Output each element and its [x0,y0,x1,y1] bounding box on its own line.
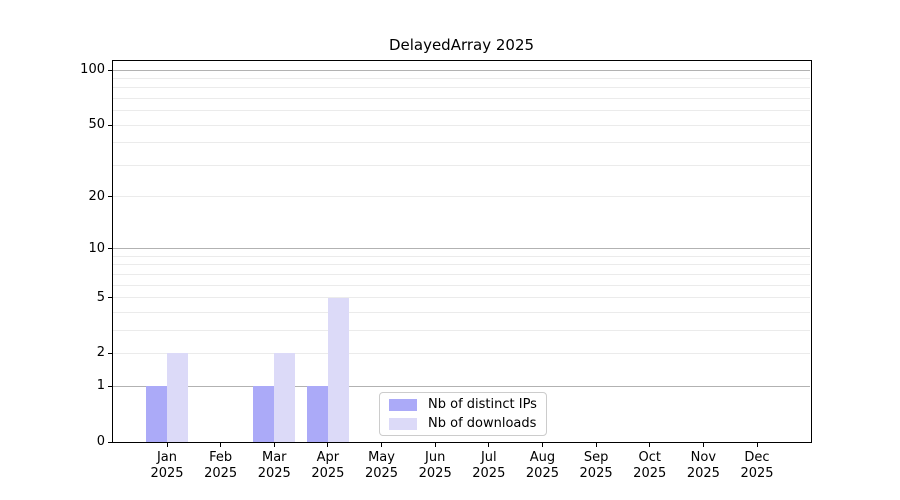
legend-label-distinct-ips: Nb of distinct IPs [428,396,537,412]
bar-downloads-apr [327,297,349,442]
x-year-label-dec: 2025 [740,466,774,481]
y-tick-0 [108,441,113,443]
x-year-label-jun: 2025 [418,466,452,481]
x-tick-label-jun: Jun [425,450,446,465]
y-tick-1 [108,385,113,387]
gridline-minor [113,87,810,89]
gridline-minor [113,196,810,198]
gridline-minor [113,110,810,112]
x-year-label-aug: 2025 [525,466,559,481]
x-year-label-jan: 2025 [150,466,184,481]
y-tick-20 [108,196,113,198]
gridline-minor [113,297,810,299]
gridline-minor [113,77,810,79]
x-tick-jun [434,442,436,447]
x-year-label-sep: 2025 [579,466,613,481]
x-tick-label-feb: Feb [209,450,233,465]
gridline-minor [113,273,810,275]
x-tick-label-nov: Nov [690,450,717,465]
x-tick-dec [756,442,758,447]
legend-label-downloads: Nb of downloads [428,415,537,431]
y-tick-label-50: 50 [88,117,105,133]
y-tick-100 [108,69,113,71]
bar-downloads-jan [167,353,188,442]
y-tick-label-10: 10 [88,240,105,256]
gridline-minor [113,352,810,354]
x-year-label-feb: 2025 [204,466,238,481]
x-tick-oct [649,442,651,447]
y-tick-label-0: 0 [96,434,105,449]
x-tick-aug [541,442,543,447]
y-tick-2 [108,352,113,354]
gridline-minor [113,255,810,257]
x-year-label-may: 2025 [364,466,399,481]
x-tick-label-aug: Aug [529,450,556,465]
x-tick-jul [488,442,490,447]
y-tick-50 [108,124,113,126]
gridline-minor [113,142,810,144]
x-tick-label-dec: Dec [744,450,770,465]
y-tick-label-1: 1 [96,378,105,394]
y-tick-5 [108,297,113,299]
gridline-major [113,248,810,250]
x-year-label-jul: 2025 [472,466,506,481]
y-tick-label-5: 5 [96,289,105,305]
x-tick-label-jul: Jul [480,450,497,465]
x-tick-feb [220,442,222,447]
y-tick-label-20: 20 [88,188,105,204]
bar-distinct-ips-apr [306,386,328,442]
gridline-minor [113,264,810,266]
gridline-minor [113,329,810,331]
x-tick-mar [273,442,275,447]
x-tick-jan [166,442,168,447]
x-tick-label-may: May [368,450,395,465]
x-tick-label-oct: Oct [638,450,661,465]
x-year-label-apr: 2025 [311,466,345,481]
legend-entry-distinct-ips: Nb of distinct IPs [389,397,537,413]
gridline-minor [113,124,810,126]
gridline-major [113,69,810,71]
y-tick-label-100: 100 [80,62,105,77]
x-year-label-oct: 2025 [633,466,667,481]
gridline-minor [113,284,810,286]
x-tick-nov [702,442,704,447]
gridline-minor [113,311,810,313]
x-tick-label-jan: Jan [156,450,178,465]
x-tick-apr [327,442,329,447]
legend-entry-downloads: Nb of downloads [389,416,537,432]
gridline-minor [113,97,810,99]
chart-title: DelayedArray 2025 [388,36,535,54]
x-tick-may [381,442,383,447]
bar-distinct-ips-mar [253,386,275,442]
y-tick-label-2: 2 [96,345,105,361]
x-tick-label-apr: Apr [316,450,340,465]
bar-downloads-mar [274,353,296,442]
x-tick-label-mar: Mar [262,450,287,465]
legend: Nb of distinct IPs Nb of downloads [379,392,547,436]
gridline-minor [113,164,810,166]
bar-distinct-ips-jan [146,386,167,442]
x-tick-label-sep: Sep [583,450,609,465]
x-tick-sep [595,442,597,447]
gridline-major [113,385,810,387]
x-year-label-mar: 2025 [257,466,291,481]
legend-swatch-distinct-ips-icon [389,398,417,411]
x-year-label-nov: 2025 [686,466,720,481]
legend-swatch-downloads-icon [389,417,417,430]
y-tick-10 [108,248,113,250]
